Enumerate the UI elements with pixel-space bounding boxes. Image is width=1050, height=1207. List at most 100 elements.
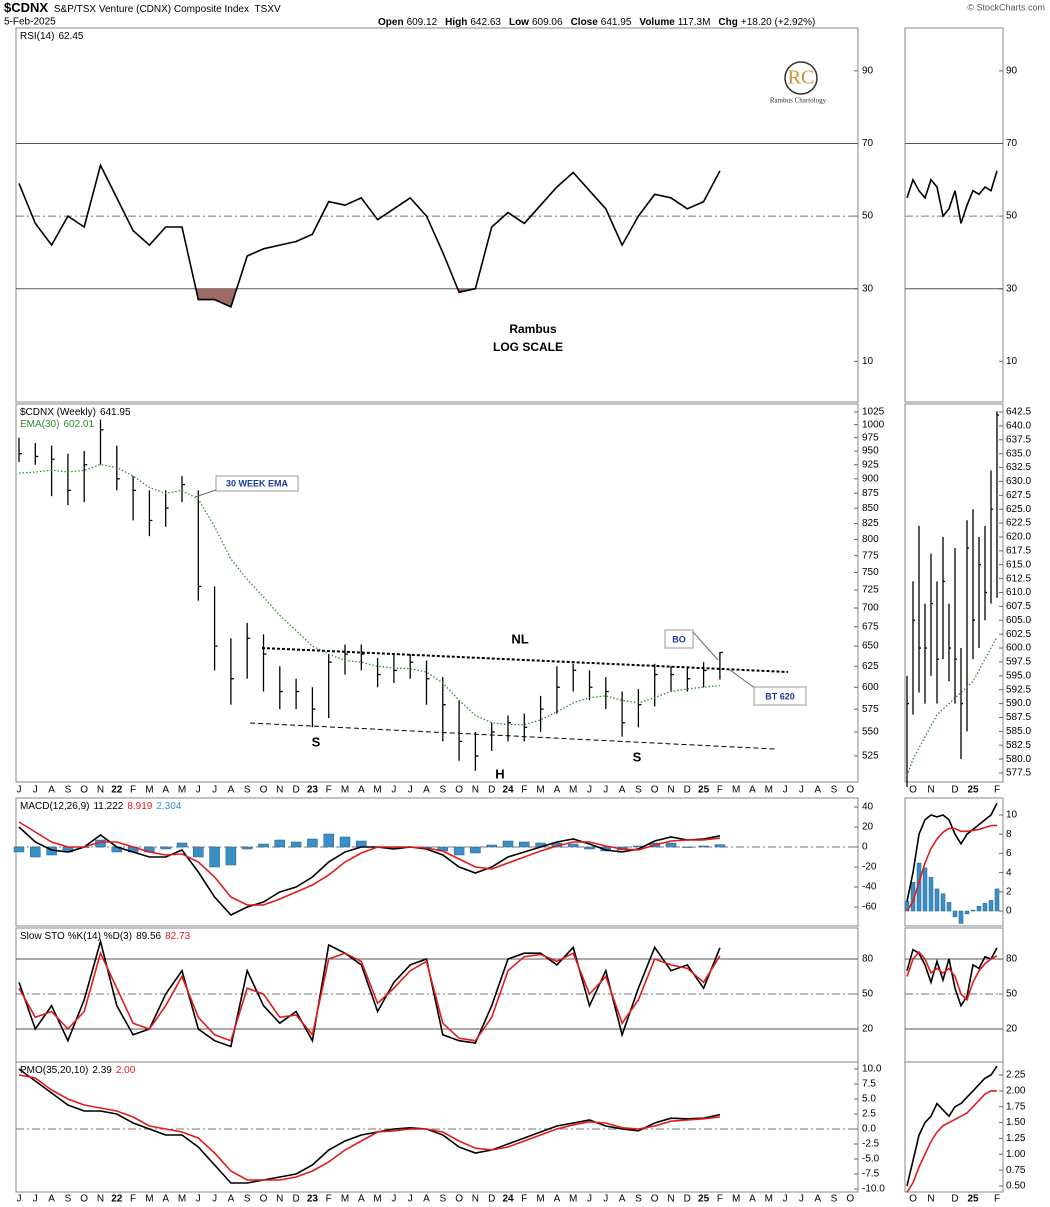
histogram-bar — [290, 841, 302, 848]
histogram-bar — [982, 903, 988, 912]
indicator-line — [18, 826, 721, 916]
y-tick-label: 1.75 — [1006, 1101, 1026, 1112]
y-tick-label: 725 — [862, 585, 879, 596]
y-tick-label: 675 — [862, 621, 879, 632]
x-tick-label: J — [33, 1194, 38, 1205]
histogram-bar — [13, 846, 25, 853]
histogram-bar — [946, 902, 952, 912]
credit: © StockCharts.com — [967, 2, 1045, 12]
quote-label: Chg — [718, 17, 737, 28]
indicator-line — [906, 1090, 997, 1193]
legend-name: Slow STO %K(14) %D(3) — [20, 931, 132, 942]
y-tick-label: 550 — [862, 727, 879, 738]
histogram-bar — [160, 846, 171, 850]
y-tick-label: 617.5 — [1006, 545, 1031, 556]
y-tick-label: 632.5 — [1006, 462, 1031, 473]
x-tick-label: M — [145, 785, 153, 796]
x-tick-label: O — [846, 1194, 854, 1205]
note-box — [664, 629, 694, 649]
histogram-bar — [922, 867, 928, 912]
x-tick-label: M — [178, 785, 186, 796]
x-tick-label: M — [765, 785, 773, 796]
y-tick-label: 4 — [1006, 867, 1012, 878]
y-tick-label: 1.25 — [1006, 1133, 1026, 1144]
x-tick-label: D — [951, 1194, 958, 1205]
x-tick-label: 25 — [967, 785, 979, 796]
legend-name: PMO(35,20,10) — [20, 1065, 88, 1076]
quote: Open 609.12 High 642.63 Low 609.06 Close 641.95… — [378, 17, 815, 28]
x-tick-label: S — [65, 1194, 72, 1205]
x-tick-label: J — [587, 1194, 592, 1205]
y-tick-label: 50 — [1006, 211, 1018, 222]
indicator-line — [18, 821, 720, 906]
x-tick-label: J — [783, 1194, 788, 1205]
x-tick-label: S — [831, 785, 838, 796]
y-tick-label: 625 — [862, 661, 879, 672]
x-tick-label: A — [228, 1194, 235, 1205]
histogram-bar — [502, 840, 514, 848]
y-tick-label: 925 — [862, 459, 879, 470]
y-tick-label: 5.0 — [862, 1094, 876, 1105]
x-tick-label: O — [909, 785, 917, 796]
x-tick-label: D — [292, 1194, 299, 1205]
y-tick-label: 50 — [1006, 989, 1018, 1000]
x-tick-label: F — [994, 785, 1000, 796]
exchange: TSXV — [255, 4, 281, 15]
histogram-bar — [176, 842, 188, 848]
quote-label: Open — [378, 17, 404, 28]
quote-value: 117.3M — [678, 17, 711, 28]
x-tick-label: J — [408, 1194, 413, 1205]
y-tick-label: 90 — [862, 65, 874, 76]
neckline — [261, 647, 789, 673]
histogram-bar — [453, 846, 465, 856]
leader-line — [194, 489, 217, 498]
legend-entry: MACD(12,26,9) 11.222 8.919 2.304 — [20, 801, 182, 812]
x-tick-label: N — [97, 785, 104, 796]
y-tick-label: 10 — [862, 356, 874, 367]
date: 5-Feb-2025 — [4, 17, 56, 28]
x-tick-label: D — [684, 785, 691, 796]
x-tick-label: S — [65, 785, 72, 796]
x-tick-label: M — [145, 1194, 153, 1205]
histogram-bar — [470, 846, 481, 854]
y-tick-label: 30 — [1006, 283, 1018, 294]
indicator-line — [906, 950, 998, 1002]
y-tick-label: 700 — [862, 603, 879, 614]
y-tick-label: 0 — [1006, 906, 1012, 917]
panel-frame — [15, 403, 859, 783]
y-tick-label: 612.5 — [1006, 573, 1031, 584]
x-tick-label: S — [439, 1194, 446, 1205]
y-tick-label: 640.0 — [1006, 421, 1031, 432]
panel-frame — [904, 27, 1004, 403]
histogram-bar — [988, 900, 994, 912]
x-tick-label: 24 — [502, 1194, 514, 1205]
y-tick-label: 577.5 — [1006, 768, 1031, 779]
quote-value: 609.06 — [532, 17, 563, 28]
histogram-bar — [698, 845, 709, 848]
legend-readout: 11.222 — [93, 801, 123, 812]
symbol: $CDNX — [4, 0, 48, 15]
panel-frame — [904, 1061, 1004, 1193]
y-tick-label: 1.50 — [1006, 1117, 1026, 1128]
x-tick-label: J — [799, 1194, 804, 1205]
legend-readout: 8.919 — [127, 801, 152, 812]
y-tick-label: 610.0 — [1006, 587, 1031, 598]
x-tick-label: A — [48, 1194, 55, 1205]
legend-readout: 2.39 — [92, 1065, 112, 1076]
histogram-bar — [567, 843, 579, 848]
annotation: S — [312, 734, 321, 749]
x-tick-label: M — [536, 785, 544, 796]
x-tick-label: J — [603, 1194, 608, 1205]
note-text: BO — [672, 634, 686, 644]
quote-label: Close — [571, 17, 599, 28]
x-tick-label: N — [472, 1194, 479, 1205]
histogram-bar — [193, 846, 204, 858]
quote-value: 641.95 — [601, 17, 632, 28]
legend-readout: 641.95 — [100, 407, 131, 418]
quote-value: 642.63 — [470, 17, 501, 28]
note-text: 30 WEEK EMA — [226, 478, 289, 488]
y-tick-label: 800 — [862, 534, 879, 545]
y-tick-label: 597.5 — [1006, 657, 1031, 668]
x-tick-label: N — [276, 785, 283, 796]
y-tick-label: 2.00 — [1006, 1085, 1026, 1096]
